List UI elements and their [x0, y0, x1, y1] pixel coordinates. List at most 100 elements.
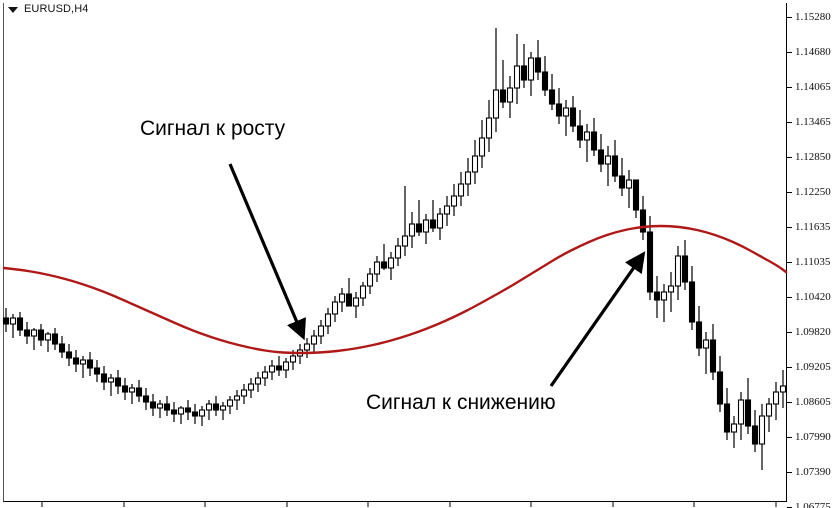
candle-body: [93, 367, 101, 375]
candlestick: [338, 288, 346, 312]
candle-body: [758, 415, 766, 445]
candle-body: [9, 317, 17, 325]
candle-body: [23, 329, 31, 337]
candle-body: [247, 383, 255, 391]
candlestick: [254, 372, 262, 392]
candle-body: [268, 365, 276, 373]
candlestick: [639, 196, 647, 240]
candlestick: [387, 252, 395, 280]
candle-body: [408, 223, 416, 237]
candlestick: [177, 406, 185, 424]
candle-body: [107, 377, 115, 383]
candlestick: [247, 378, 255, 398]
candlestick: [604, 146, 612, 186]
candlestick: [9, 314, 17, 338]
candlestick: [275, 356, 283, 376]
price-axis-label: 1.14680: [795, 46, 831, 58]
candle-body: [443, 205, 451, 215]
chevron-down-icon[interactable]: [8, 6, 18, 13]
candle-body: [240, 389, 248, 397]
candle-body: [436, 213, 444, 229]
candle-body: [121, 385, 129, 393]
candlestick: [695, 306, 703, 356]
price-axis-tick: [787, 192, 792, 193]
candle-body: [2, 317, 10, 325]
candle-body: [569, 107, 577, 127]
candlestick: [331, 296, 339, 322]
price-axis-tick: [787, 227, 792, 228]
candle-body: [352, 297, 360, 307]
price-axis-label: 1.14065: [795, 81, 831, 93]
candle-body: [723, 403, 731, 433]
candle-body: [618, 175, 626, 189]
price-axis[interactable]: 1.15280 1.14680 1.14065 1.13465 1.12850 1.122…: [787, 0, 839, 508]
candle-body: [44, 333, 52, 341]
candle-body: [744, 399, 752, 427]
price-axis-label: 1.13465: [795, 116, 831, 128]
candle-body: [275, 365, 283, 371]
candlestick: [765, 398, 773, 432]
candle-body: [212, 403, 220, 411]
price-axis-label: 1.09205: [795, 361, 831, 373]
price-axis-label: 1.07390: [795, 466, 831, 478]
candlestick: [79, 356, 87, 378]
candlestick: [730, 416, 738, 448]
candlestick: [492, 28, 500, 132]
candle-body: [205, 403, 213, 411]
candle-body: [30, 329, 38, 337]
candlestick: [184, 400, 192, 420]
price-axis-tick: [787, 262, 792, 263]
candlestick: [485, 100, 493, 152]
candle-body: [555, 103, 563, 117]
candle-body: [597, 149, 605, 165]
price-axis-tick: [787, 472, 792, 473]
candlestick: [415, 200, 423, 236]
candle-body: [401, 235, 409, 247]
candlestick: [408, 212, 416, 248]
candle-body: [660, 291, 668, 301]
candlestick: [464, 158, 472, 196]
candle-body: [688, 281, 696, 323]
candlestick: [324, 308, 332, 334]
price-axis-tick: [787, 437, 792, 438]
candle-body: [527, 57, 535, 81]
candle-body: [338, 293, 346, 303]
candlestick: [219, 402, 227, 420]
candle-body: [681, 255, 689, 283]
candle-body: [422, 219, 430, 233]
candle-body: [639, 209, 647, 233]
price-axis-label: 1.11035: [795, 256, 831, 268]
candle-body: [499, 89, 507, 103]
candlestick: [737, 392, 745, 440]
candlestick: [681, 240, 689, 290]
candlestick: [359, 282, 367, 306]
candle-body: [261, 371, 269, 379]
candlestick: [205, 400, 213, 420]
candlestick: [534, 40, 542, 80]
candle-body: [394, 245, 402, 259]
candle-body: [114, 377, 122, 387]
price-axis-label: 1.08605: [795, 396, 831, 408]
candlestick: [93, 360, 101, 382]
candlestick: [30, 328, 38, 350]
candle-body: [604, 155, 612, 165]
candlestick: [597, 134, 605, 172]
candlestick: [716, 356, 724, 412]
price-axis-tick: [787, 17, 792, 18]
candlestick-series: [2, 28, 787, 470]
candle-body: [513, 65, 521, 89]
candle-body: [303, 343, 311, 351]
candle-body: [289, 355, 297, 363]
candlestick: [632, 179, 640, 218]
signal-growth-label: Сигнал к росту: [140, 117, 286, 140]
candlestick: [16, 312, 24, 336]
candle-body: [534, 57, 542, 73]
candle-body: [702, 339, 710, 349]
candlestick: [562, 100, 570, 136]
candle-body: [709, 339, 717, 373]
candle-body: [415, 223, 423, 233]
candle-body: [331, 301, 339, 315]
candle-body: [310, 335, 318, 345]
candlestick: [2, 308, 10, 332]
